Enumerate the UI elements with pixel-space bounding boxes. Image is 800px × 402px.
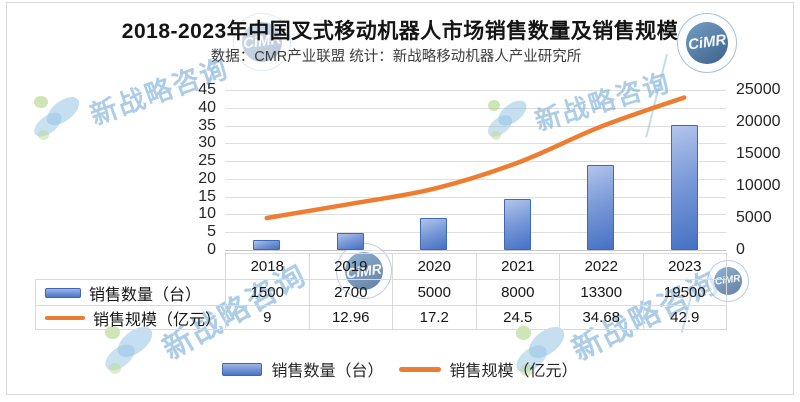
cmr-badge-core: CiMR — [242, 21, 283, 63]
gridline — [225, 214, 726, 216]
table-value-2019: 12.96 — [308, 305, 393, 330]
right-axis-tick: 25000 — [736, 81, 781, 98]
table-row-label-text: 销售规模（亿元） — [93, 311, 222, 329]
chart-subtitle: 数据：CMR产业联盟 统计：新战略移动机器人产业研究所 — [210, 49, 582, 65]
right-axis-tick: 20000 — [736, 113, 781, 130]
gridline — [225, 143, 726, 145]
table-value-2021: 24.5 — [475, 305, 560, 330]
legend-line-swatch — [398, 366, 441, 372]
year-header-2021: 2021 — [475, 253, 560, 280]
gridline — [225, 250, 726, 251]
cmr-badge-icon: CiMR — [677, 13, 737, 73]
gridline — [225, 161, 726, 163]
right-axis-tick: 0 — [736, 241, 745, 258]
gridline — [225, 90, 726, 91]
table-key-bar-swatch — [45, 287, 81, 298]
table-value-2021: 8000 — [475, 279, 560, 306]
left-axis-tick: 45 — [198, 81, 216, 98]
left-axis-tick: 30 — [198, 134, 216, 152]
cmr-badge-core: CiMR — [686, 22, 728, 64]
year-header-2018: 2018 — [225, 253, 310, 280]
right-axis-tick: 10000 — [736, 177, 781, 194]
table-value-2023: 19500 — [642, 279, 727, 306]
left-axis-tick: 5 — [207, 223, 216, 241]
bar-2021 — [503, 198, 531, 250]
right-axis-tick: 15000 — [736, 145, 781, 162]
cmr-badge-icon: CiMR — [336, 243, 392, 299]
cmr-badge-icon: CiMR — [233, 13, 291, 71]
gridline — [225, 196, 726, 198]
table-key-line-swatch — [45, 315, 85, 320]
legend-bar-swatch — [222, 362, 263, 376]
legend-line-label: 销售规模（亿元） — [449, 363, 578, 380]
legend-bar-label: 销售数量（台） — [271, 363, 384, 380]
left-axis-tick: 0 — [207, 241, 216, 258]
cmr-badge-icon: CiMR — [707, 260, 749, 302]
year-header-2022: 2022 — [559, 253, 644, 280]
bar-2022 — [587, 164, 615, 250]
gridline — [225, 125, 726, 127]
table-value-2018: 1500 — [225, 279, 310, 306]
chart-legend: 销售数量（台） 销售规模（亿元） — [0, 357, 800, 381]
bar-2018 — [253, 240, 281, 250]
year-header-2019: 2019 — [308, 253, 393, 280]
table-row-label-text: 销售数量（台） — [89, 286, 202, 304]
left-axis-tick: 10 — [198, 205, 216, 223]
cmr-badge-core: CiMR — [344, 251, 384, 291]
cmr-badge-core: CiMR — [713, 266, 743, 296]
left-axis-tick: 15 — [198, 187, 216, 205]
chart-title: 2018-2023年中国叉式移动机器人市场销售数量及销售规模 — [121, 20, 679, 43]
chart-frame — [6, 2, 794, 395]
line-series — [264, 95, 687, 221]
left-axis-tick: 25 — [198, 152, 216, 170]
table-value-2022: 13300 — [559, 279, 644, 306]
table-value-2022: 34.68 — [559, 305, 644, 330]
table-value-2018: 9 — [225, 305, 310, 330]
left-axis-tick: 40 — [198, 98, 216, 116]
gridline — [225, 107, 726, 109]
bar-2020 — [420, 218, 448, 250]
gridline — [225, 232, 726, 234]
year-header-2023: 2023 — [642, 253, 727, 280]
bar-2023 — [670, 125, 698, 250]
left-axis-tick: 35 — [198, 116, 216, 134]
table-value-2020: 5000 — [392, 279, 477, 306]
table-value-2019: 2700 — [308, 279, 393, 306]
table-row-label: 销售规模（亿元） — [35, 305, 226, 330]
year-header-2020: 2020 — [392, 253, 477, 280]
table-row-label: 销售数量（台） — [35, 279, 226, 306]
table-value-2020: 17.2 — [392, 305, 477, 330]
right-axis-tick: 5000 — [736, 209, 772, 226]
table-value-2023: 42.9 — [642, 305, 727, 330]
sales-scale-line — [264, 95, 687, 221]
bar-2019 — [336, 232, 364, 250]
left-axis-tick: 20 — [198, 169, 216, 187]
